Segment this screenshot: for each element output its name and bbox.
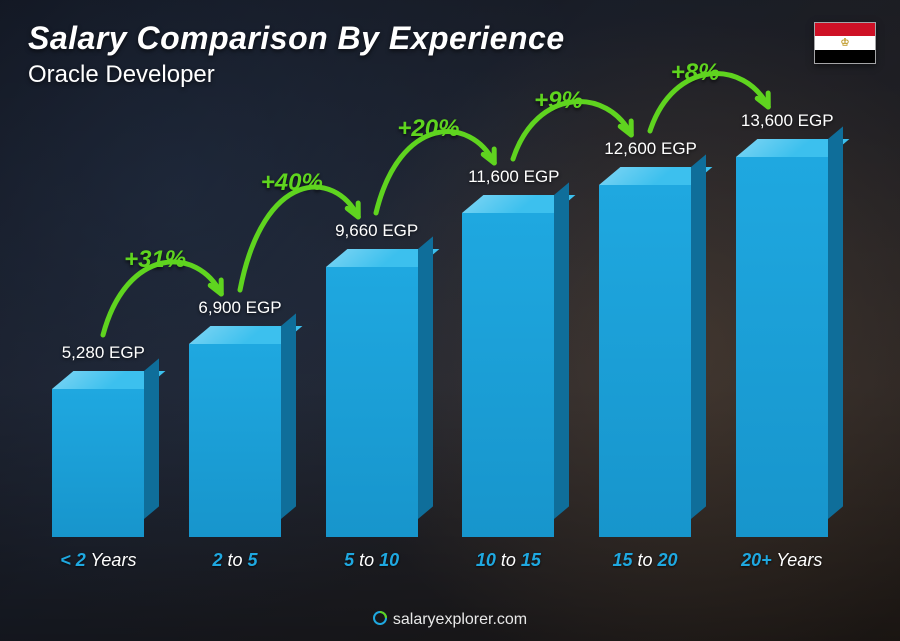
bar-slot: 5,280 EGP <box>30 100 167 537</box>
bars-container: 5,280 EGP 6,900 EGP 9,660 EGP 11,600 EGP 12,… <box>30 100 850 537</box>
title-block: Salary Comparison By Experience Oracle D… <box>28 20 565 89</box>
bar-front-face <box>52 389 144 537</box>
bar-slot: 12,600 EGP <box>577 100 714 537</box>
bar-value-label: 6,900 EGP <box>198 298 281 318</box>
flag-stripe-mid: ♔ <box>815 36 875 49</box>
bar-side-face <box>418 236 433 519</box>
growth-annotation: +8% <box>671 59 720 87</box>
chart-area: 5,280 EGP 6,900 EGP 9,660 EGP 11,600 EGP 12,… <box>30 100 850 571</box>
bar: 13,600 EGP <box>736 157 828 537</box>
bar: 9,660 EGP <box>326 267 418 537</box>
footer: salaryexplorer.com <box>0 611 900 629</box>
flag-stripe-bot <box>815 50 875 63</box>
logo-icon <box>373 611 387 625</box>
bar-side-face <box>691 154 706 519</box>
footer-text: salaryexplorer.com <box>393 611 527 628</box>
bar: 6,900 EGP <box>189 344 281 537</box>
bar-side-face <box>144 358 159 519</box>
x-axis-label: < 2 Years <box>30 550 167 571</box>
bar-value-label: 11,600 EGP <box>468 167 559 187</box>
bar-front-face <box>189 344 281 537</box>
bar-front-face <box>326 267 418 537</box>
infographic-canvas: Salary Comparison By Experience Oracle D… <box>0 0 900 641</box>
x-axis-label: 2 to 5 <box>167 550 304 571</box>
growth-label: +8% <box>671 59 720 86</box>
country-flag: ♔ <box>814 22 876 64</box>
bar-side-face <box>554 182 569 519</box>
flag-emblem-icon: ♔ <box>841 37 850 48</box>
bar-slot: 11,600 EGP <box>440 100 577 537</box>
bar: 11,600 EGP <box>462 213 554 537</box>
chart-subtitle: Oracle Developer <box>28 61 565 89</box>
x-axis-label: 10 to 15 <box>440 550 577 571</box>
bar-value-label: 9,660 EGP <box>335 221 418 241</box>
bar-slot: 6,900 EGP <box>167 100 304 537</box>
x-labels-container: < 2 Years2 to 55 to 1010 to 1515 to 2020… <box>30 550 850 571</box>
x-axis-label: 15 to 20 <box>577 550 714 571</box>
bar-value-label: 12,600 EGP <box>604 139 697 159</box>
bar-value-label: 5,280 EGP <box>62 343 145 363</box>
chart-title: Salary Comparison By Experience <box>28 20 565 57</box>
bar-side-face <box>281 313 296 519</box>
bar-side-face <box>828 126 843 519</box>
flag-stripe-top <box>815 23 875 36</box>
bar-value-label: 13,600 EGP <box>741 111 834 131</box>
bar: 12,600 EGP <box>599 185 691 537</box>
x-axis-label: 20+ Years <box>713 550 850 571</box>
bar-slot: 9,660 EGP <box>303 100 440 537</box>
bar: 5,280 EGP <box>52 389 144 537</box>
bar-front-face <box>462 213 554 537</box>
bar-slot: 13,600 EGP <box>713 100 850 537</box>
bar-front-face <box>736 157 828 537</box>
bar-front-face <box>599 185 691 537</box>
x-axis-label: 5 to 10 <box>303 550 440 571</box>
